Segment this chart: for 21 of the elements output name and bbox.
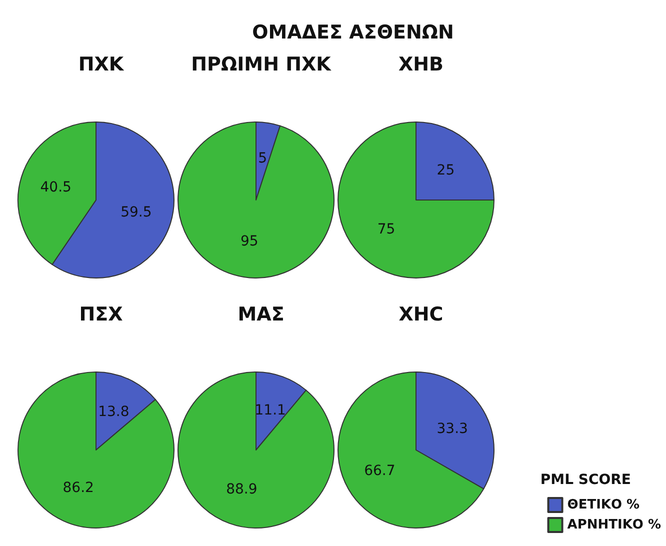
data-label: 59.5 [120,204,152,220]
chart-title: ΠΣΧ [79,304,124,326]
chart-title: ΠΧΚ [78,54,125,76]
data-label: 88.9 [226,481,258,498]
chart-title: ΧΗΒ [398,54,444,76]
chart-title: ΜΑΣ [238,304,284,326]
data-label: 95 [240,233,258,250]
data-label: 5 [258,150,268,167]
data-label: 75 [377,222,396,238]
data-label: 33.3 [436,420,468,437]
legend-label: ΑΡΝΗΤΙΚΟ % [567,518,662,532]
legend-label: ΘΕΤΙΚΟ % [567,498,640,512]
data-label: 13.8 [98,404,130,420]
legend-title: PML SCORE [540,472,632,488]
data-label: 86.2 [62,480,94,496]
data-label: 66.7 [364,463,396,480]
chart-title: ΠΡΩΙΜΗ ΠΧΚ [191,54,332,76]
data-label: 40.5 [40,180,72,196]
text: ΟΜΑΔΕΣ ΑΣΘΕΝΩΝ [252,22,454,44]
chart-title: ΧΗC [398,304,444,326]
data-label: 25 [436,162,455,178]
